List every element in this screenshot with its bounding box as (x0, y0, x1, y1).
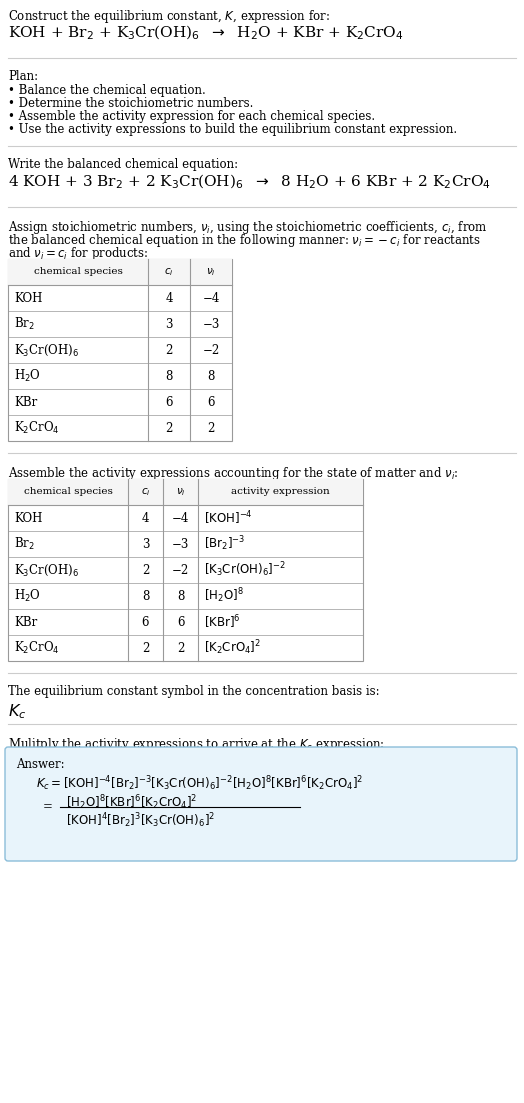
Text: • Use the activity expressions to build the equilibrium constant expression.: • Use the activity expressions to build … (8, 124, 457, 136)
Text: Answer:: Answer: (16, 758, 64, 771)
Text: Br$_2$: Br$_2$ (14, 315, 35, 332)
Bar (8, 479, 363, 505)
Text: $c_i$: $c_i$ (164, 266, 174, 278)
Text: activity expression: activity expression (231, 488, 330, 496)
Text: $[\mathrm{H_2O}]^{8}$: $[\mathrm{H_2O}]^{8}$ (204, 587, 244, 606)
Text: $c_i$: $c_i$ (140, 486, 150, 497)
Text: $[\mathrm{KOH}]^{4}[\mathrm{Br_2}]^{3}[\mathrm{K_3Cr(OH)_6}]^{2}$: $[\mathrm{KOH}]^{4}[\mathrm{Br_2}]^{3}[\… (66, 811, 215, 829)
Text: chemical species: chemical species (34, 268, 123, 277)
Text: $K_c = [\mathrm{KOH}]^{-4}[\mathrm{Br_2}]^{-3}[\mathrm{K_3Cr(OH)_6}]^{-2}[\mathr: $K_c = [\mathrm{KOH}]^{-4}[\mathrm{Br_2}… (36, 774, 363, 793)
Text: 6: 6 (165, 396, 173, 408)
Text: the balanced chemical equation in the following manner: $\nu_i = -c_i$ for react: the balanced chemical equation in the fo… (8, 232, 481, 249)
Text: $[\mathrm{K_2CrO_4}]^{2}$: $[\mathrm{K_2CrO_4}]^{2}$ (204, 639, 261, 657)
Text: • Assemble the activity expression for each chemical species.: • Assemble the activity expression for e… (8, 110, 375, 124)
Text: and $\nu_i = c_i$ for products:: and $\nu_i = c_i$ for products: (8, 245, 148, 263)
Text: K$_2$CrO$_4$: K$_2$CrO$_4$ (14, 420, 60, 436)
Text: 2: 2 (165, 421, 173, 435)
Text: • Balance the chemical equation.: • Balance the chemical equation. (8, 84, 206, 97)
Text: 3: 3 (165, 318, 173, 331)
Text: KOH: KOH (14, 512, 42, 525)
Bar (8, 479, 363, 661)
Text: 8: 8 (142, 589, 149, 602)
Text: 4: 4 (142, 512, 149, 525)
Text: $[\mathrm{Br_2}]^{-3}$: $[\mathrm{Br_2}]^{-3}$ (204, 535, 245, 554)
Text: 4 KOH + 3 Br$_2$ + 2 K$_3$Cr(OH)$_6$  $\rightarrow$  8 H$_2$O + 6 KBr + 2 K$_2$C: 4 KOH + 3 Br$_2$ + 2 K$_3$Cr(OH)$_6$ $\r… (8, 173, 491, 192)
Text: $\nu_i$: $\nu_i$ (176, 486, 185, 497)
Text: KBr: KBr (14, 615, 37, 629)
Text: 4: 4 (165, 291, 173, 304)
Text: 2: 2 (165, 343, 173, 356)
Text: Br$_2$: Br$_2$ (14, 536, 35, 552)
Text: −3: −3 (172, 537, 189, 550)
Text: $K_c$: $K_c$ (8, 702, 26, 720)
Text: 8: 8 (208, 370, 215, 383)
Text: H$_2$O: H$_2$O (14, 368, 41, 384)
Text: Plan:: Plan: (8, 69, 38, 83)
Text: $[\mathrm{KBr}]^{6}$: $[\mathrm{KBr}]^{6}$ (204, 613, 241, 631)
Text: −4: −4 (172, 512, 189, 525)
Text: 8: 8 (177, 589, 184, 602)
Text: 2: 2 (208, 421, 215, 435)
Text: Construct the equilibrium constant, $K$, expression for:: Construct the equilibrium constant, $K$,… (8, 8, 330, 25)
Text: 6: 6 (142, 615, 149, 629)
Text: $[\mathrm{H_2O}]^{8}[\mathrm{KBr}]^{6}[\mathrm{K_2CrO_4}]^{2}$: $[\mathrm{H_2O}]^{8}[\mathrm{KBr}]^{6}[\… (66, 793, 197, 812)
Bar (8, 259, 232, 285)
Text: H$_2$O: H$_2$O (14, 588, 41, 604)
Text: Mulitply the activity expressions to arrive at the $K_c$ expression:: Mulitply the activity expressions to arr… (8, 736, 385, 753)
Text: The equilibrium constant symbol in the concentration basis is:: The equilibrium constant symbol in the c… (8, 685, 379, 698)
Text: 6: 6 (208, 396, 215, 408)
Text: K$_3$Cr(OH)$_6$: K$_3$Cr(OH)$_6$ (14, 342, 79, 357)
Text: Assign stoichiometric numbers, $\nu_i$, using the stoichiometric coefficients, $: Assign stoichiometric numbers, $\nu_i$, … (8, 219, 488, 236)
Bar (8, 259, 232, 441)
Text: 8: 8 (165, 370, 173, 383)
Text: K$_2$CrO$_4$: K$_2$CrO$_4$ (14, 640, 60, 656)
Text: KOH: KOH (14, 291, 42, 304)
FancyBboxPatch shape (5, 747, 517, 861)
Text: −2: −2 (172, 564, 189, 577)
Text: $[\mathrm{KOH}]^{-4}$: $[\mathrm{KOH}]^{-4}$ (204, 510, 253, 527)
Text: Assemble the activity expressions accounting for the state of matter and $\nu_i$: Assemble the activity expressions accoun… (8, 465, 458, 482)
Text: 2: 2 (177, 642, 184, 654)
Text: 3: 3 (142, 537, 149, 550)
Text: • Determine the stoichiometric numbers.: • Determine the stoichiometric numbers. (8, 97, 254, 110)
Text: $[\mathrm{K_3Cr(OH)_6}]^{-2}$: $[\mathrm{K_3Cr(OH)_6}]^{-2}$ (204, 560, 286, 579)
Text: chemical species: chemical species (24, 488, 113, 496)
Text: K$_3$Cr(OH)$_6$: K$_3$Cr(OH)$_6$ (14, 563, 79, 578)
Text: KOH + Br$_2$ + K$_3$Cr(OH)$_6$  $\rightarrow$  H$_2$O + KBr + K$_2$CrO$_4$: KOH + Br$_2$ + K$_3$Cr(OH)$_6$ $\rightar… (8, 24, 403, 42)
Text: −2: −2 (202, 343, 220, 356)
Text: Write the balanced chemical equation:: Write the balanced chemical equation: (8, 158, 238, 171)
Text: KBr: KBr (14, 396, 37, 408)
Text: $\nu_i$: $\nu_i$ (206, 266, 216, 278)
Text: 2: 2 (142, 564, 149, 577)
Text: 6: 6 (177, 615, 184, 629)
Text: −4: −4 (202, 291, 220, 304)
Text: =: = (43, 801, 53, 814)
Text: −3: −3 (202, 318, 220, 331)
Text: 2: 2 (142, 642, 149, 654)
